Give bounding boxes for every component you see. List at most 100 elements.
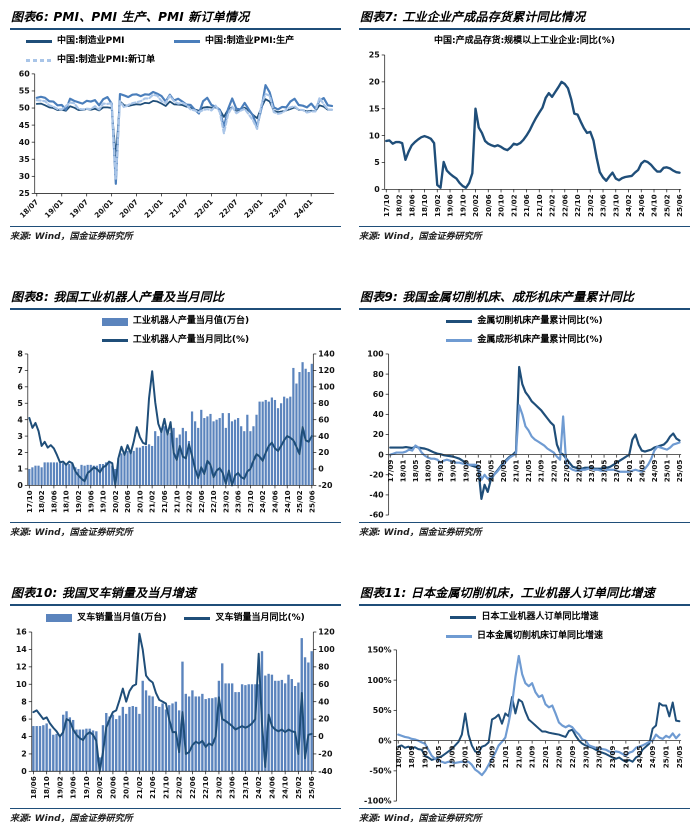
legend-bar-swatch xyxy=(101,317,128,326)
legend-label: 金属切削机床产量累计同比(%) xyxy=(477,316,603,326)
svg-text:40: 40 xyxy=(19,138,30,147)
japan-orders-chart-canvas: -100% -50% 0% 50% 100% 150% 18/05 18/09 19/01 19/… xyxy=(364,646,684,806)
svg-text:25/05: 25/05 xyxy=(675,746,684,769)
svg-text:23/05: 23/05 xyxy=(595,746,604,769)
svg-text:23/01: 23/01 xyxy=(587,460,596,483)
svg-text:19/06: 19/06 xyxy=(69,776,78,799)
svg-text:22/10: 22/10 xyxy=(573,194,582,217)
svg-text:50%: 50% xyxy=(373,706,392,715)
svg-text:24/09: 24/09 xyxy=(648,746,657,769)
svg-text:19/10: 19/10 xyxy=(458,194,467,217)
svg-text:60: 60 xyxy=(318,415,329,424)
svg-text:0: 0 xyxy=(17,481,23,490)
chart-block-fig9: 图表9: 我国金属切削机床、成形机床产量累计同比 金属切削机床产量累计同比(%)… xyxy=(359,288,690,538)
legend-item: 叉车销量当月同比(%) xyxy=(184,611,305,626)
svg-text:0: 0 xyxy=(378,450,384,459)
legend-line-swatch xyxy=(26,40,52,43)
svg-text:100: 100 xyxy=(318,645,335,654)
svg-text:35: 35 xyxy=(19,155,30,164)
svg-text:22/06: 22/06 xyxy=(197,490,206,513)
svg-text:19/06: 19/06 xyxy=(86,490,95,513)
svg-text:16: 16 xyxy=(16,628,27,637)
svg-text:23/01: 23/01 xyxy=(242,197,264,219)
svg-text:80: 80 xyxy=(318,399,329,408)
svg-text:21/09: 21/09 xyxy=(528,746,537,769)
svg-text:24/02: 24/02 xyxy=(624,194,633,217)
svg-text:18/01: 18/01 xyxy=(398,460,407,483)
charts-grid: 图表6: PMI、PMI 生产、PMI 新订单情况 中国:制造业PMI 中国:制造… xyxy=(10,8,690,824)
svg-text:23/02: 23/02 xyxy=(221,490,230,513)
svg-text:21/06: 21/06 xyxy=(160,490,169,513)
svg-text:21/01: 21/01 xyxy=(501,746,510,769)
chart-source-fig11: 来源: Wind，国金证券研究所 xyxy=(359,808,690,824)
svg-text:23/10: 23/10 xyxy=(611,194,620,217)
svg-text:22/05: 22/05 xyxy=(562,460,571,483)
svg-text:23/07: 23/07 xyxy=(267,197,289,219)
svg-text:18/10: 18/10 xyxy=(420,194,429,217)
svg-text:20/09: 20/09 xyxy=(499,460,508,483)
legend-item: 金属切削机床产量累计同比(%) xyxy=(446,314,603,329)
legend-line-swatch xyxy=(446,339,473,342)
svg-text:15: 15 xyxy=(369,104,380,113)
svg-text:20/05: 20/05 xyxy=(474,746,483,769)
robot-output-chart-canvas: 0 1 2 3 4 5 6 7 8 -20 0 20 40 60 80 100 120 140 17/10 18/02… xyxy=(17,350,335,513)
svg-text:20/01: 20/01 xyxy=(474,460,483,483)
svg-text:100%: 100% xyxy=(367,676,391,685)
svg-text:18/09: 18/09 xyxy=(424,460,433,483)
svg-text:24/10: 24/10 xyxy=(283,490,292,513)
svg-text:40: 40 xyxy=(318,697,329,706)
svg-text:19/05: 19/05 xyxy=(434,746,443,769)
chart-legend-fig8: 工业机器人产量当月值(万台) 工业机器人产量当月同比(%) xyxy=(10,314,341,348)
svg-text:100: 100 xyxy=(318,382,335,391)
svg-text:22/05: 22/05 xyxy=(554,746,563,769)
svg-text:19/09: 19/09 xyxy=(461,460,470,483)
svg-text:30: 30 xyxy=(19,172,30,181)
svg-text:18/02: 18/02 xyxy=(37,490,46,513)
svg-text:-60: -60 xyxy=(369,511,384,520)
svg-text:19/01: 19/01 xyxy=(43,197,65,219)
svg-text:17/09: 17/09 xyxy=(386,460,395,483)
svg-text:120: 120 xyxy=(318,366,335,375)
svg-text:20/05: 20/05 xyxy=(486,460,495,483)
svg-text:25/02: 25/02 xyxy=(662,194,671,217)
chart-title-fig8: 图表8: 我国工业机器人产量及当月同比 xyxy=(10,288,341,310)
svg-text:21/02: 21/02 xyxy=(148,490,157,513)
svg-text:19/01: 19/01 xyxy=(436,460,445,483)
legend-label: 工业机器人产量当月值(万台) xyxy=(132,316,250,326)
chart-title-fig11: 图表11: 日本金属切削机床，工业机器人订单同比增速 xyxy=(359,584,690,606)
svg-text:22/06: 22/06 xyxy=(188,776,197,799)
legend-line-swatch xyxy=(101,339,128,342)
svg-text:19/09: 19/09 xyxy=(447,746,456,769)
svg-text:20/09: 20/09 xyxy=(488,746,497,769)
svg-text:20/10: 20/10 xyxy=(497,194,506,217)
svg-text:19/02: 19/02 xyxy=(55,776,64,799)
svg-text:24/02: 24/02 xyxy=(254,776,263,799)
svg-text:0: 0 xyxy=(374,185,380,194)
svg-text:50: 50 xyxy=(19,104,30,113)
svg-text:8: 8 xyxy=(17,350,23,359)
chart-block-fig7: 图表7: 工业企业产成品存货累计同比情况 中国:产成品存货:规模以上工业企业:同… xyxy=(359,8,690,242)
legend-item: 中国:制造业PMI:生产 xyxy=(174,34,341,49)
svg-text:25/01: 25/01 xyxy=(663,460,672,483)
svg-text:-100%: -100% xyxy=(364,797,392,806)
svg-text:20/10: 20/10 xyxy=(135,490,144,513)
svg-text:0: 0 xyxy=(318,732,324,741)
chart-legend-fig11: 日本工业机器人订单同比增速 日本金属切削机床订单同比增速 xyxy=(359,610,690,644)
chart-title-fig6: 图表6: PMI、PMI 生产、PMI 新订单情况 xyxy=(10,8,341,30)
svg-text:25: 25 xyxy=(369,51,380,60)
svg-text:55: 55 xyxy=(19,87,30,96)
svg-text:8: 8 xyxy=(21,697,26,706)
svg-text:24/05: 24/05 xyxy=(637,460,646,483)
chart-block-fig6: 图表6: PMI、PMI 生产、PMI 新订单情况 中国:制造业PMI 中国:制造… xyxy=(10,8,341,242)
svg-text:-20: -20 xyxy=(369,470,384,479)
svg-text:23/10: 23/10 xyxy=(241,776,250,799)
svg-text:25/02: 25/02 xyxy=(294,776,303,799)
svg-text:45: 45 xyxy=(19,121,30,130)
svg-text:20/01: 20/01 xyxy=(93,197,115,219)
svg-text:80: 80 xyxy=(373,370,384,379)
svg-text:24/06: 24/06 xyxy=(637,194,646,217)
svg-text:22/01: 22/01 xyxy=(541,746,550,769)
svg-text:21/10: 21/10 xyxy=(172,490,181,513)
legend-item: 日本金属切削机床订单同比增速 xyxy=(445,629,603,644)
chart-legend-fig7: 中国:产成品存货:规模以上工业企业:同比(%) xyxy=(359,34,690,48)
